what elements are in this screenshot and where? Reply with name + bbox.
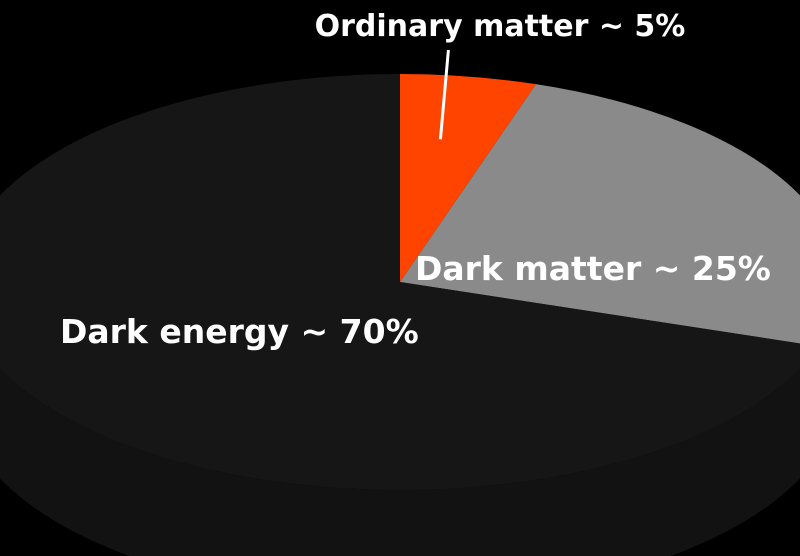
slice-label-dark-matter: Dark matter ~ 25% xyxy=(415,249,771,288)
pie-slice-dark-matter-25 xyxy=(400,84,800,344)
slice-leader-line-ordinary-matter xyxy=(438,49,450,140)
slice-label-dark-energy: Dark energy ~ 70% xyxy=(60,312,419,351)
pie-slice-dark-energy-70 xyxy=(0,74,800,490)
slice-label-ordinary-matter: Ordinary matter ~ 5% xyxy=(315,9,686,44)
pie-top-layer xyxy=(0,74,800,490)
pie-side-layer xyxy=(0,368,800,556)
pie-side-dark-energy-70 xyxy=(0,368,800,556)
pie-slice-ordinary-matter-5 xyxy=(400,74,536,282)
